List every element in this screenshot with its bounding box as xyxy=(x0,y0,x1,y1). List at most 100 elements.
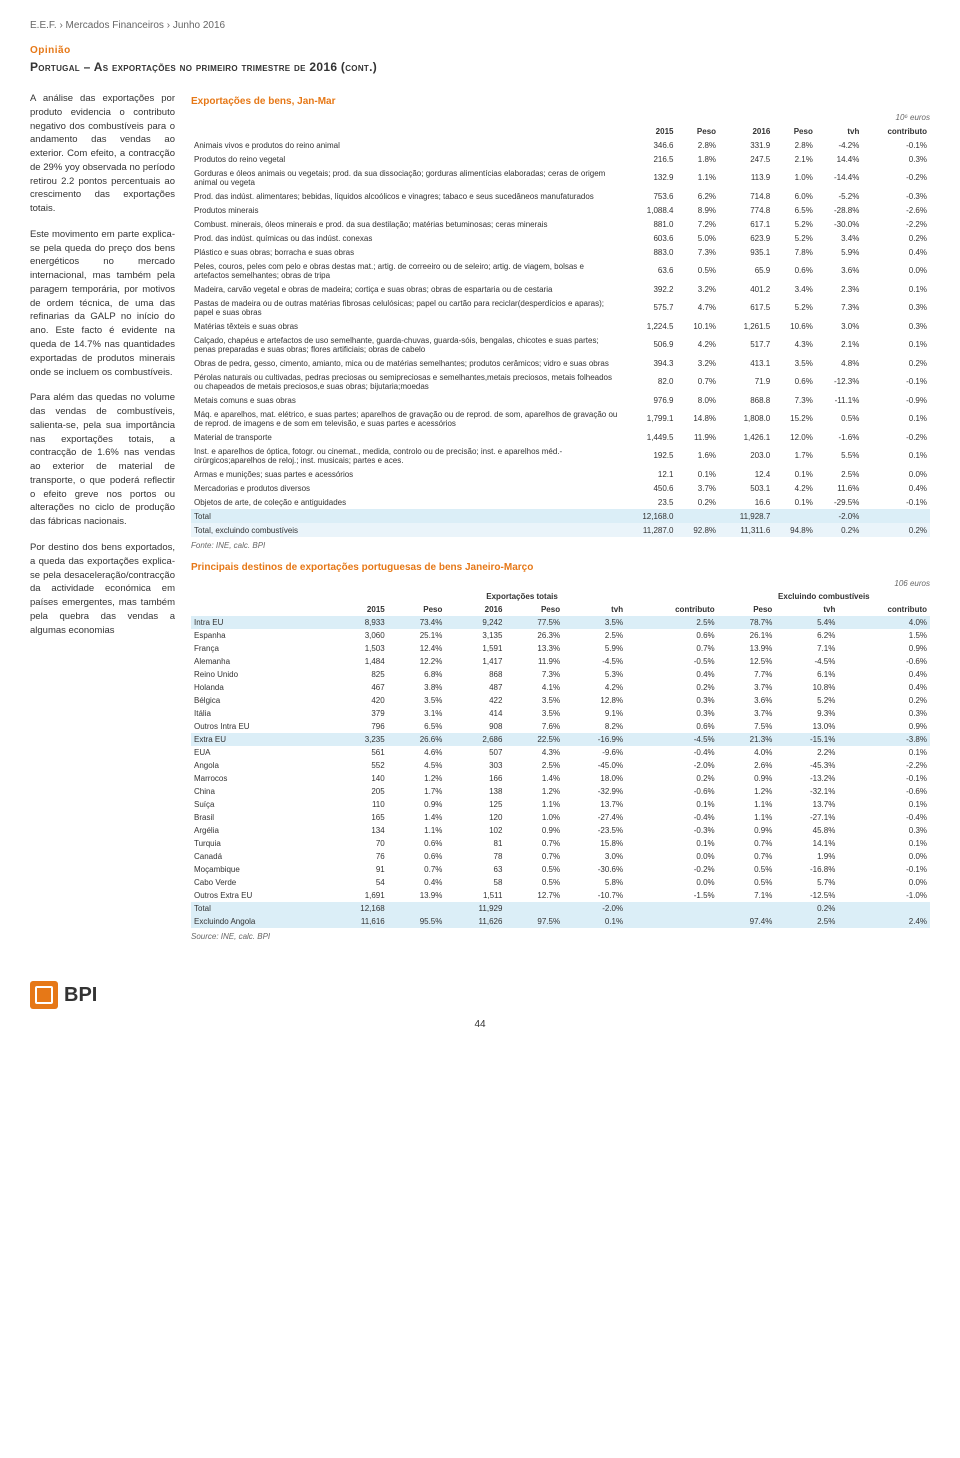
row-label: Angola xyxy=(191,759,326,772)
cell: -29.5% xyxy=(816,495,863,509)
cell: 71.9 xyxy=(719,370,773,393)
cell: 1,591 xyxy=(445,642,505,655)
cell: 507 xyxy=(445,746,505,759)
table-row: Calçado, chapéus e artefactos de uso sem… xyxy=(191,333,930,356)
cell: 6.1% xyxy=(775,668,838,681)
cell: 4.3% xyxy=(505,746,563,759)
cell: 11.9% xyxy=(676,430,719,444)
cell: 65.9 xyxy=(719,259,773,282)
cell xyxy=(838,902,930,915)
cell: 12.5% xyxy=(718,655,776,668)
row-label: Outros Extra EU xyxy=(191,889,326,902)
cell: -4.5% xyxy=(775,655,838,668)
cell xyxy=(626,902,718,915)
cell: 379 xyxy=(326,707,387,720)
cell: -0.4% xyxy=(626,811,718,824)
cell: 6.5% xyxy=(773,203,816,217)
cell: 0.6% xyxy=(626,720,718,733)
cell: 3.6% xyxy=(816,259,863,282)
cell: 5.9% xyxy=(563,642,626,655)
cell: 166 xyxy=(445,772,505,785)
cell: -1.0% xyxy=(838,889,930,902)
cell: 450.6 xyxy=(621,481,676,495)
cell: -0.9% xyxy=(862,393,930,407)
cell: -2.2% xyxy=(838,759,930,772)
cell: 0.0% xyxy=(838,850,930,863)
cell: -2.0% xyxy=(816,509,863,523)
cell: 1.2% xyxy=(388,772,446,785)
cell: -0.2% xyxy=(862,430,930,444)
cell: 11.9% xyxy=(505,655,563,668)
cell: 247.5 xyxy=(719,152,773,166)
cell: 1.7% xyxy=(773,444,816,467)
cell: -12.5% xyxy=(775,889,838,902)
cell: 73.4% xyxy=(388,616,446,629)
sidebar-p4: Por destino dos bens exportados, a queda… xyxy=(30,541,175,637)
cell: -0.1% xyxy=(862,138,930,152)
cell: -27.4% xyxy=(563,811,626,824)
cell: 0.2% xyxy=(862,231,930,245)
cell: 0.7% xyxy=(388,863,446,876)
cell: 1,511 xyxy=(445,889,505,902)
row-label: Armas e munições; suas partes e acessóri… xyxy=(191,467,621,481)
cell: 1.9% xyxy=(775,850,838,863)
cell: 0.4% xyxy=(626,668,718,681)
table-row: Pastas de madeira ou de outras matérias … xyxy=(191,296,930,319)
row-label: Marrocos xyxy=(191,772,326,785)
table-row: Extra EU3,23526.6%2,68622.5%-16.9%-4.5%2… xyxy=(191,733,930,746)
cell: 0.9% xyxy=(838,720,930,733)
cell: 0.4% xyxy=(862,245,930,259)
cell xyxy=(676,509,719,523)
cell: -1.5% xyxy=(626,889,718,902)
row-label: Reino Unido xyxy=(191,668,326,681)
cell: 3.6% xyxy=(718,694,776,707)
cell: 6.2% xyxy=(775,629,838,642)
cell: 0.1% xyxy=(838,798,930,811)
table2-unit: 106 euros xyxy=(191,579,930,588)
table-row: Cabo Verde540.4%580.5%5.8%0.0%0.5%5.7%0.… xyxy=(191,876,930,889)
cell xyxy=(505,902,563,915)
table-row: Gorduras e óleos animais ou vegetais; pr… xyxy=(191,166,930,189)
cell: 5.9% xyxy=(816,245,863,259)
table1-col: 2015 xyxy=(621,124,676,138)
cell: 76 xyxy=(326,850,387,863)
cell: 26.1% xyxy=(718,629,776,642)
cell: 97.4% xyxy=(718,915,776,928)
cell: 0.6% xyxy=(626,629,718,642)
main-layout: A análise das exportações por produto ev… xyxy=(30,92,930,953)
cell: 7.5% xyxy=(718,720,776,733)
cell: 6.0% xyxy=(773,189,816,203)
cell: -0.6% xyxy=(838,785,930,798)
cell: 413.1 xyxy=(719,356,773,370)
cell: 3.1% xyxy=(388,707,446,720)
cell: 0.1% xyxy=(773,495,816,509)
cell: 9,242 xyxy=(445,616,505,629)
table-row: Prod. das indúst. químicas ou das indúst… xyxy=(191,231,930,245)
row-label: China xyxy=(191,785,326,798)
table2-source: Source: INE, calc. BPI xyxy=(191,932,930,941)
cell: 7.3% xyxy=(676,245,719,259)
cell: 2.3% xyxy=(816,282,863,296)
cell: 796 xyxy=(326,720,387,733)
cell: -2.0% xyxy=(563,902,626,915)
row-label: EUA xyxy=(191,746,326,759)
cell: 1,484 xyxy=(326,655,387,668)
row-label: Excluindo Angola xyxy=(191,915,326,928)
cell: 0.4% xyxy=(388,876,446,889)
cell: -32.1% xyxy=(775,785,838,798)
cell: 0.2% xyxy=(862,356,930,370)
cell: 7.3% xyxy=(773,393,816,407)
table-row: Brasil1651.4%1201.0%-27.4%-0.4%1.1%-27.1… xyxy=(191,811,930,824)
cell: 205 xyxy=(326,785,387,798)
cell: 714.8 xyxy=(719,189,773,203)
cell: 5.4% xyxy=(775,616,838,629)
cell: -0.3% xyxy=(862,189,930,203)
row-label: Pérolas naturais ou cultivadas, pedras p… xyxy=(191,370,621,393)
cell: 394.3 xyxy=(621,356,676,370)
cell: 1.1% xyxy=(676,166,719,189)
row-label: Canadá xyxy=(191,850,326,863)
cell: 0.9% xyxy=(718,772,776,785)
cell: 11,616 xyxy=(326,915,387,928)
cell: -2.6% xyxy=(862,203,930,217)
row-label: Total xyxy=(191,509,621,523)
